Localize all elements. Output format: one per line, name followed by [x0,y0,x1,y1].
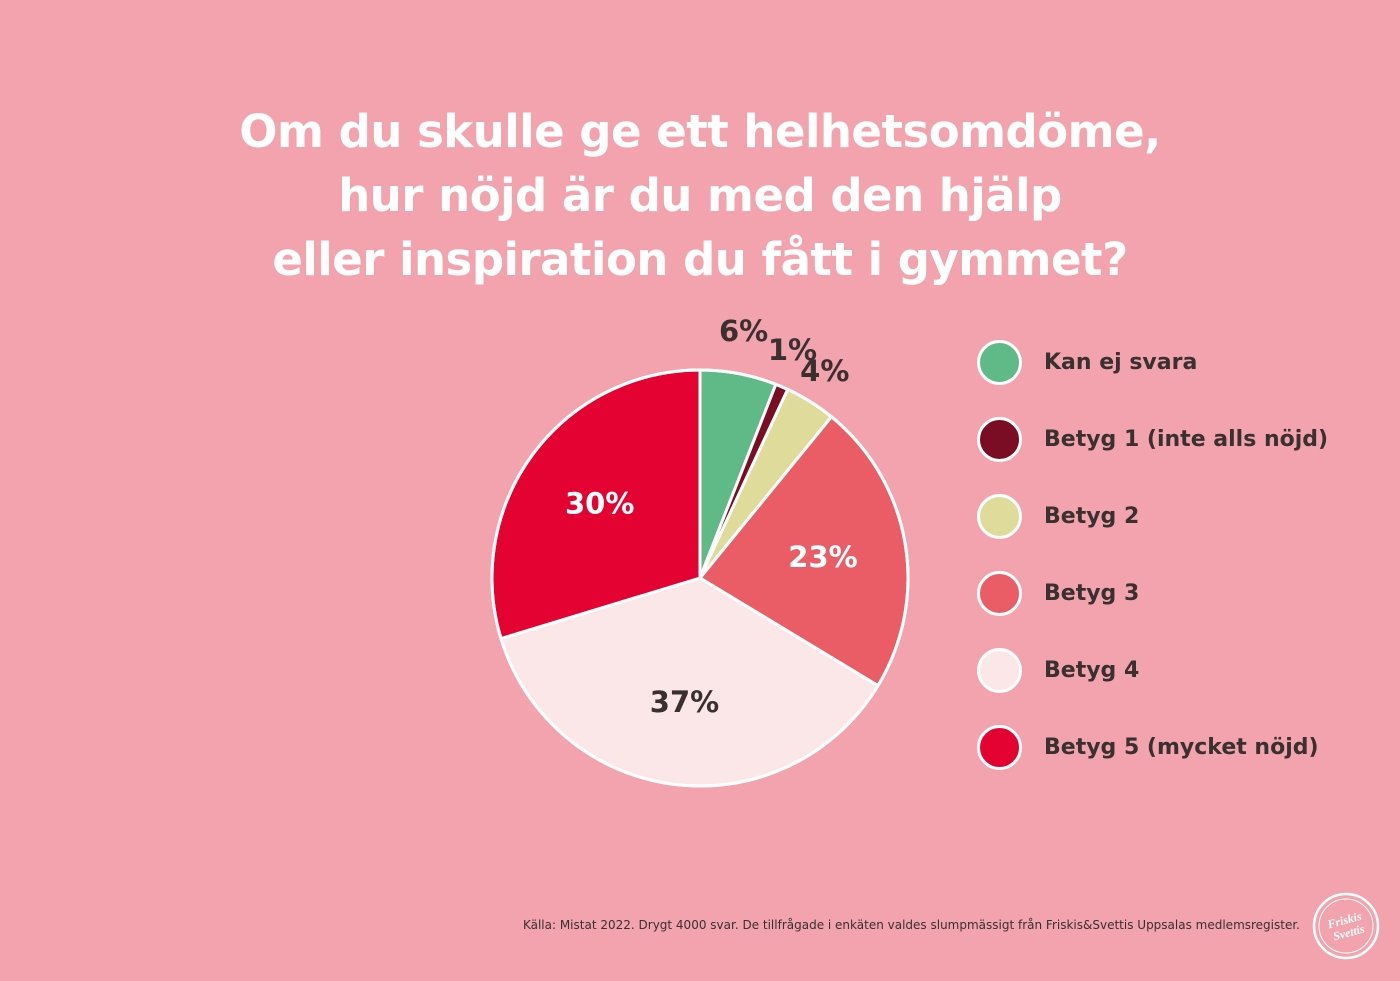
legend-swatch [977,494,1022,539]
data-label-betyg-2: 4% [800,354,849,388]
legend-swatch [977,571,1022,616]
legend-label: Betyg 2 [1044,504,1140,529]
legend-swatch [977,340,1022,385]
title-line-2: hur nöjd är du med den hjälp [338,169,1062,222]
friskis-svettis-logo: Friskis Svettis [1312,892,1380,960]
legend-swatch [977,417,1022,462]
legend-label: Kan ej svara [1044,350,1198,375]
title-line-3: eller inspiration du fått i gymmet? [272,233,1128,286]
data-label-betyg-4: 37% [650,685,719,719]
legend-swatch [977,725,1022,770]
legend-label: Betyg 1 (inte alls nöjd) [1044,427,1329,452]
pie-outline [490,368,910,788]
data-label-betyg-3: 23% [788,540,857,574]
data-label-betyg-5-mycket-nöjd: 30% [565,487,634,521]
legend-label: Betyg 5 (mycket nöjd) [1044,735,1319,760]
data-label-kan-ej-svara: 6% [719,314,768,348]
chart-title: Om du skulle ge ett helhetsomdöme, hur n… [0,100,1400,292]
data-label-betyg-1-inte-alls-nöjd: 1% [768,333,817,367]
legend-swatch [977,648,1022,693]
title-line-1: Om du skulle ge ett helhetsomdöme, [239,105,1161,158]
source-note: Källa: Mistat 2022. Drygt 4000 svar. De … [522,918,1300,932]
legend-label: Betyg 3 [1044,581,1140,606]
legend-label: Betyg 4 [1044,658,1140,683]
